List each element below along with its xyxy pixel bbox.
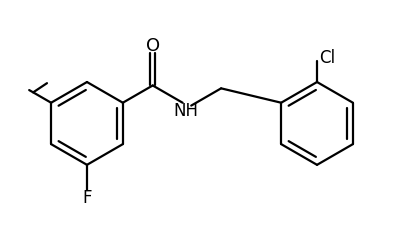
Text: O: O — [146, 37, 160, 55]
Text: F: F — [82, 189, 92, 207]
Text: NH: NH — [173, 102, 198, 120]
Text: Cl: Cl — [319, 50, 335, 68]
